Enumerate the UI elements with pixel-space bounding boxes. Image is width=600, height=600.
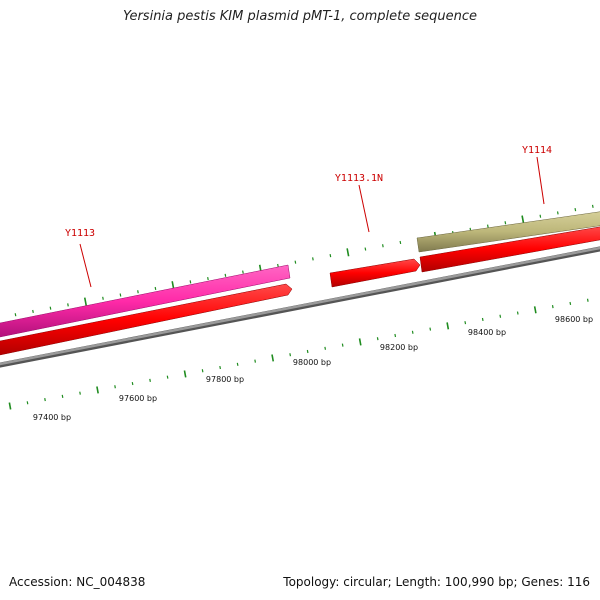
outer-tick-minor <box>399 240 402 245</box>
outer-tick-minor <box>574 208 577 212</box>
outer-tick-row <box>14 204 594 317</box>
inner-tick-minor <box>569 301 572 306</box>
inner-tick-row <box>8 298 589 410</box>
inner-tick-minor <box>254 359 256 363</box>
tick-label-98200: 98200 bp <box>380 343 418 352</box>
outer-tick-minor <box>504 221 507 225</box>
inner-tick-minor <box>201 369 204 373</box>
gene-label-y1113-1n: Y1113.1N <box>335 173 383 184</box>
inner-tick-minor <box>376 337 379 341</box>
inner-tick-minor <box>26 401 29 405</box>
tick-label-97800: 97800 bp <box>206 375 244 384</box>
outer-tick-minor <box>137 290 139 294</box>
inner-tick-major <box>446 322 450 330</box>
inner-tick-major <box>533 306 537 314</box>
cds-arrow-y1114 <box>416 211 600 253</box>
outer-tick-major <box>83 297 87 306</box>
outer-tick-major <box>521 215 525 224</box>
inner-tick-minor <box>429 327 432 331</box>
inner-tick-minor <box>236 362 239 366</box>
inner-tick-minor <box>61 394 64 398</box>
inner-tick-major <box>96 386 99 394</box>
outer-tick-minor <box>486 224 489 228</box>
outer-tick-major <box>346 248 350 257</box>
cds-arrow-right-red <box>419 226 600 273</box>
summary-label: Topology: circular; Length: 100,990 bp; … <box>283 575 590 589</box>
cds-arrow-y1113-strand <box>0 283 293 356</box>
inner-tick-minor <box>394 333 397 338</box>
outer-tick-minor <box>329 254 332 258</box>
outer-tick-minor <box>539 214 542 218</box>
inner-tick-minor <box>306 349 309 354</box>
tick-label-98000: 98000 bp <box>293 358 331 367</box>
outer-tick-minor <box>277 263 279 268</box>
tick-label-98600: 98600 bp <box>555 315 593 324</box>
cds-arrow-y1113-1n <box>329 258 421 288</box>
outer-tick-minor <box>224 273 227 277</box>
outer-tick-minor <box>32 309 34 314</box>
inner-tick-minor <box>44 398 46 402</box>
outer-tick-minor <box>312 257 314 261</box>
inner-tick-major <box>183 370 187 378</box>
outer-tick-minor <box>67 303 69 307</box>
inner-tick-minor <box>551 305 554 309</box>
inner-tick-minor <box>289 353 292 357</box>
outer-tick-minor <box>49 306 52 310</box>
gene-label-leader-y1113 <box>79 243 92 288</box>
tick-label-97400: 97400 bp <box>33 413 71 422</box>
inner-tick-minor <box>464 321 467 325</box>
inner-tick-minor <box>411 330 414 334</box>
inner-tick-minor <box>219 365 221 370</box>
gene-label-y1113: Y1113 <box>65 228 95 239</box>
gene-label-leader-y1114 <box>536 156 545 205</box>
inner-tick-minor <box>481 317 484 322</box>
outer-tick-minor <box>382 244 384 248</box>
outer-tick-minor <box>102 296 104 300</box>
inner-tick-minor <box>341 343 344 347</box>
outer-tick-minor <box>14 313 17 317</box>
inner-tick-minor <box>499 314 502 318</box>
inner-tick-minor <box>324 346 327 350</box>
outer-tick-minor <box>189 280 192 284</box>
map-title: Yersinia pestis KIM plasmid pMT-1, compl… <box>122 9 478 24</box>
outer-tick-major <box>171 281 175 290</box>
outer-tick-minor <box>591 204 594 208</box>
outer-tick-minor <box>242 270 244 274</box>
accession-label: Accession: NC_004838 <box>9 575 146 589</box>
inner-tick-major <box>8 402 12 410</box>
tick-label-98400: 98400 bp <box>468 328 506 337</box>
outer-tick-minor <box>207 277 209 281</box>
outer-tick-minor <box>154 286 157 291</box>
inner-tick-major <box>358 338 362 346</box>
outer-tick-minor <box>294 260 297 264</box>
inner-tick-minor <box>131 381 134 386</box>
sequence-backbone-highlight <box>0 246 600 366</box>
inner-tick-minor <box>586 298 589 302</box>
inner-tick-minor <box>114 385 116 389</box>
inner-tick-minor <box>516 311 519 315</box>
gene-label-y1114: Y1114 <box>522 145 552 156</box>
gene-label-leader-y1113-1n <box>358 184 370 233</box>
outer-tick-minor <box>119 293 122 297</box>
inner-tick-minor <box>166 375 169 379</box>
outer-tick-minor <box>364 247 367 251</box>
inner-tick-minor <box>79 391 81 395</box>
inner-tick-major <box>271 354 275 362</box>
outer-tick-minor <box>556 211 559 215</box>
inner-tick-minor <box>149 378 151 382</box>
tick-label-97600: 97600 bp <box>119 394 157 403</box>
cds-arrow-y1113 <box>0 264 291 338</box>
